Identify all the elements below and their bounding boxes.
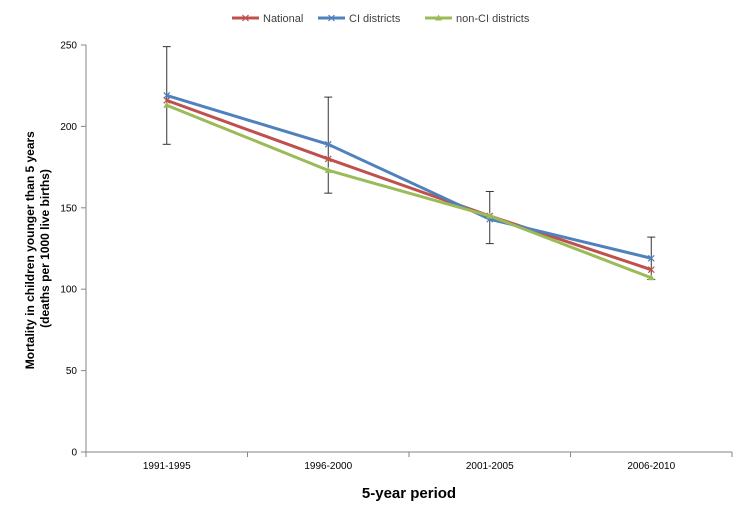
legend-item: non-CI districts xyxy=(425,13,530,25)
x-tick-label: 1991-1995 xyxy=(143,461,191,472)
series-national xyxy=(163,96,655,274)
y-tick-label: 150 xyxy=(60,203,77,214)
x-ticks: 1991-1995 1996-2000 2001-2005 2006-2010 xyxy=(85,452,733,472)
y-tick-label: 200 xyxy=(60,122,77,133)
y-axis-title: Mortality in children younger than 5 yea… xyxy=(23,128,52,369)
x-tick-label: 2001-2005 xyxy=(466,461,514,472)
legend-label: CI districts xyxy=(349,13,401,25)
error-bars xyxy=(162,46,656,280)
y-tick-label: 0 xyxy=(71,448,77,459)
x-axis-title: 5-year period xyxy=(362,485,456,502)
y-axis-title-line-2: (deaths per 1000 live births) xyxy=(38,169,52,328)
series-line xyxy=(166,103,652,280)
data-point xyxy=(647,254,655,262)
legend-item: National xyxy=(232,13,303,25)
data-point xyxy=(647,274,655,281)
series-lines xyxy=(163,92,655,281)
legend-item: CI districts xyxy=(318,13,401,25)
data-point xyxy=(647,266,655,274)
data-point xyxy=(163,101,171,108)
y-tick-label: 50 xyxy=(66,366,78,377)
data-point xyxy=(324,140,332,148)
x-tick-label: 2006-2010 xyxy=(627,461,675,472)
data-point xyxy=(328,14,335,22)
series-line xyxy=(166,94,652,260)
legend: National CI districts non-CI districts xyxy=(232,13,530,25)
legend-label: non-CI districts xyxy=(456,13,530,25)
x-tick-label: 1996-2000 xyxy=(304,461,352,472)
data-point xyxy=(163,92,171,99)
legend-label: National xyxy=(263,13,303,25)
series-non-ci-districts xyxy=(163,101,655,281)
y-tick-label: 250 xyxy=(60,41,77,52)
data-point xyxy=(242,14,249,22)
data-point xyxy=(324,155,332,163)
data-point xyxy=(486,212,494,219)
data-point xyxy=(324,166,332,173)
data-point xyxy=(435,14,442,21)
axes: 0 50 100 150 200 250 1991-1995 1996-2000 2001-2… xyxy=(60,41,733,472)
series-ci-districts xyxy=(163,92,655,262)
y-tick-label: 100 xyxy=(60,285,77,296)
y-ticks: 0 50 100 150 200 250 xyxy=(60,41,86,459)
series-line xyxy=(166,98,652,272)
data-point xyxy=(163,96,171,104)
y-axis-title-line-1: Mortality in children younger than 5 yea… xyxy=(23,131,37,369)
